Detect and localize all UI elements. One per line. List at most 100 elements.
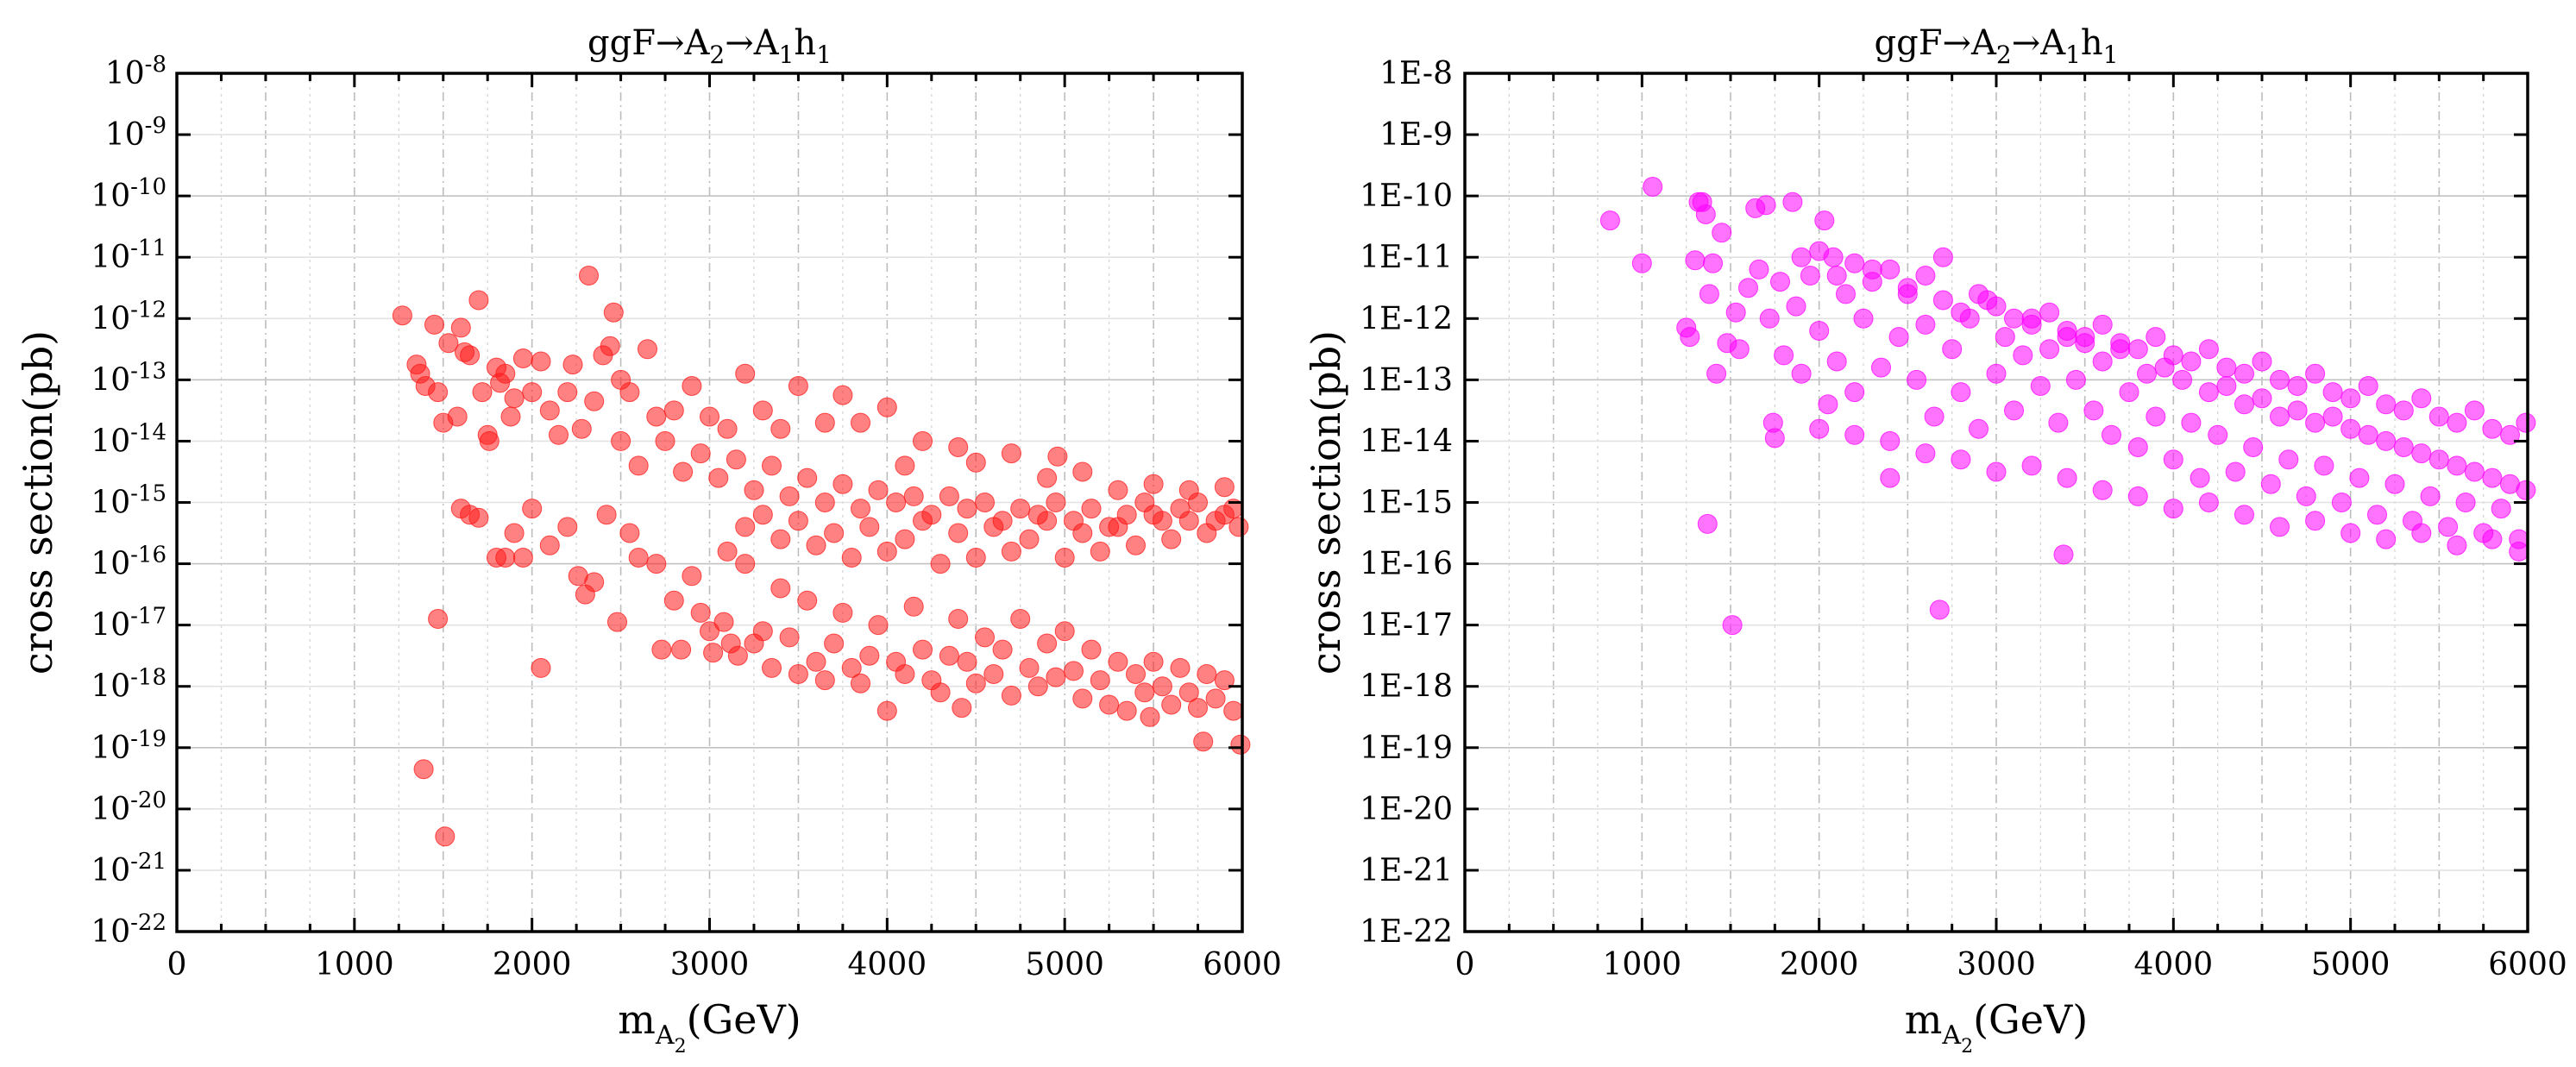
data-point xyxy=(717,418,738,439)
data-point xyxy=(1134,682,1155,703)
data-point xyxy=(1161,529,1182,549)
data-point xyxy=(607,612,627,632)
data-point xyxy=(1809,241,1830,261)
data-point xyxy=(2358,376,2378,396)
data-point xyxy=(876,700,897,721)
data-point xyxy=(1871,357,1891,378)
data-point xyxy=(1143,651,1164,672)
y-tick-label: 1E-10 xyxy=(1360,179,1453,214)
data-point xyxy=(1099,694,1120,715)
data-point xyxy=(2393,400,2414,421)
data-point xyxy=(2305,412,2326,433)
data-point xyxy=(717,541,738,562)
data-point xyxy=(584,572,605,593)
data-point xyxy=(788,376,808,396)
data-point xyxy=(2163,345,2183,366)
data-point xyxy=(1161,694,1182,715)
data-point xyxy=(992,511,1013,531)
data-point xyxy=(1599,210,1620,231)
data-point xyxy=(2039,302,2060,323)
data-point xyxy=(1116,700,1137,721)
data-point xyxy=(2376,394,2397,415)
data-point xyxy=(1697,513,1718,534)
data-point xyxy=(868,615,889,636)
y-tick-label: 1E-14 xyxy=(1360,424,1453,459)
data-point xyxy=(1809,418,1830,439)
data-point xyxy=(2083,400,2104,421)
data-point xyxy=(438,333,459,354)
data-point xyxy=(788,664,808,684)
data-point xyxy=(1205,688,1226,709)
data-point xyxy=(1706,363,1727,384)
data-point xyxy=(1725,302,1746,323)
data-point xyxy=(428,609,449,629)
data-point xyxy=(939,645,959,666)
x-tick-label: 5000 xyxy=(2311,947,2391,982)
data-point xyxy=(1844,253,1865,273)
data-point xyxy=(2376,430,2397,451)
x-tick-label: 1000 xyxy=(315,947,394,982)
data-point xyxy=(549,424,569,445)
y-tick-label: 10-12 xyxy=(91,297,166,336)
data-point xyxy=(628,455,649,476)
data-point xyxy=(603,302,624,323)
data-point xyxy=(522,499,543,519)
data-point xyxy=(1995,327,2015,348)
y-tick-label: 1E-22 xyxy=(1360,914,1453,950)
x-tick-label: 2000 xyxy=(1780,947,1859,982)
data-point xyxy=(2225,461,2246,482)
data-point xyxy=(2358,424,2378,445)
data-point xyxy=(814,493,835,512)
data-point xyxy=(2340,418,2361,439)
data-point xyxy=(1862,272,1882,292)
data-point xyxy=(2411,523,2432,543)
data-point xyxy=(727,645,748,666)
data-point xyxy=(673,461,694,482)
data-point xyxy=(2119,382,2139,403)
x-tick-label: 4000 xyxy=(848,947,927,982)
data-point xyxy=(1037,633,1058,654)
data-point xyxy=(1223,700,1244,721)
data-point xyxy=(2234,363,2254,384)
data-point xyxy=(868,480,889,500)
data-point xyxy=(1188,493,1208,512)
data-point xyxy=(948,523,969,543)
data-point xyxy=(690,443,711,464)
data-point xyxy=(1729,339,1750,360)
data-point xyxy=(752,400,773,421)
data-point xyxy=(479,430,499,451)
data-point xyxy=(1836,284,1856,304)
data-point xyxy=(2163,499,2183,519)
data-point xyxy=(2331,493,2352,512)
data-point xyxy=(1907,369,1927,390)
data-point xyxy=(1072,461,1093,482)
data-point xyxy=(424,314,444,335)
data-point xyxy=(1046,667,1066,687)
data-point xyxy=(1631,253,1652,273)
data-point xyxy=(1818,394,1838,415)
y-tick-label: 10-18 xyxy=(91,665,166,705)
data-point xyxy=(859,645,880,666)
data-point xyxy=(1880,259,1901,279)
data-point xyxy=(975,627,995,648)
data-point xyxy=(903,486,924,506)
data-point xyxy=(1826,266,1847,286)
data-point xyxy=(2234,394,2254,415)
data-point xyxy=(2013,345,2033,366)
data-point xyxy=(1193,731,1214,752)
data-point xyxy=(2181,351,2202,372)
data-point xyxy=(762,455,782,476)
data-point xyxy=(957,499,977,519)
data-point xyxy=(832,602,853,623)
data-point xyxy=(965,452,986,473)
data-point xyxy=(690,602,711,623)
data-point xyxy=(876,397,897,417)
y-tick-label: 1E-13 xyxy=(1360,362,1453,398)
data-point xyxy=(735,517,756,537)
data-point xyxy=(1814,210,1835,231)
data-point xyxy=(2411,443,2432,464)
data-point xyxy=(806,535,826,555)
data-point xyxy=(2057,321,2077,341)
x-tick-label: 2000 xyxy=(493,947,572,982)
data-point xyxy=(655,430,675,451)
